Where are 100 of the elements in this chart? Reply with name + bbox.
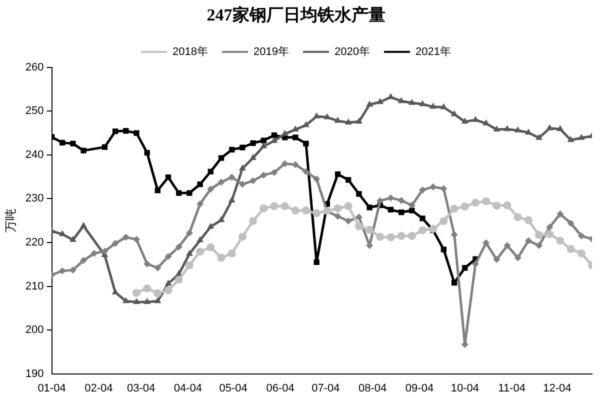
point: [238, 164, 246, 171]
point: [524, 237, 532, 244]
point: [260, 142, 268, 148]
point: [240, 144, 246, 150]
point: [546, 224, 554, 231]
point: [376, 98, 384, 104]
point: [260, 138, 266, 144]
point: [250, 140, 256, 146]
point: [366, 100, 374, 107]
point: [408, 98, 416, 105]
point: [175, 243, 182, 250]
x-tick-label: 03-04: [126, 382, 156, 394]
point: [398, 196, 405, 204]
x-tick-label: 11-04: [498, 382, 526, 394]
point: [80, 148, 86, 154]
point: [324, 113, 331, 120]
point: [281, 130, 288, 136]
point: [408, 232, 416, 240]
point: [546, 230, 554, 238]
point: [164, 252, 172, 260]
point: [228, 196, 236, 202]
point: [388, 206, 394, 212]
point: [207, 186, 214, 193]
point: [112, 128, 118, 134]
point: [303, 140, 309, 146]
point: [133, 236, 140, 243]
point: [430, 183, 437, 190]
point: [270, 136, 278, 143]
point: [238, 232, 246, 241]
point: [344, 218, 352, 225]
point: [535, 231, 544, 240]
point: [218, 178, 225, 186]
point: [408, 202, 416, 209]
point: [334, 204, 342, 212]
point: [524, 216, 532, 224]
point: [186, 229, 193, 236]
point: [174, 276, 183, 284]
point: [313, 176, 320, 183]
point: [460, 202, 469, 211]
point: [556, 236, 564, 245]
point: [249, 217, 258, 226]
point: [440, 217, 448, 226]
point: [420, 216, 426, 222]
point: [430, 102, 437, 109]
point: [270, 202, 278, 210]
point: [418, 226, 427, 234]
point: [69, 266, 76, 274]
point: [577, 249, 586, 258]
point: [536, 242, 543, 250]
point: [186, 190, 192, 196]
point: [206, 243, 215, 252]
point: [419, 100, 426, 106]
point: [556, 210, 564, 218]
point: [313, 112, 320, 118]
point: [344, 118, 352, 125]
legend-label: 2020年: [334, 46, 370, 58]
point: [472, 260, 479, 268]
point: [134, 130, 140, 136]
point: [69, 236, 76, 242]
point: [355, 214, 362, 221]
point: [280, 202, 289, 210]
point: [154, 289, 162, 298]
point: [451, 280, 458, 286]
point: [566, 245, 575, 254]
point: [461, 118, 468, 124]
point: [398, 209, 404, 216]
point: [185, 261, 194, 270]
point: [376, 232, 384, 241]
y-tick-label: 190: [25, 368, 44, 380]
point: [482, 197, 490, 206]
point: [196, 200, 204, 208]
point: [228, 174, 236, 181]
point: [514, 126, 522, 132]
point: [90, 250, 98, 257]
point: [196, 248, 204, 256]
point: [197, 181, 203, 188]
point: [504, 125, 511, 132]
x-tick-label: 05-04: [219, 382, 248, 394]
point: [165, 174, 172, 180]
y-tick-label: 260: [25, 61, 44, 74]
x-tick-label: 12-04: [543, 382, 572, 394]
x-tick-label: 07-04: [312, 382, 340, 394]
y-tick-label: 250: [25, 105, 44, 118]
point: [567, 136, 574, 142]
point: [312, 209, 321, 218]
point: [429, 224, 438, 233]
point: [217, 254, 226, 262]
chart-title: 247家钢厂日均铁水产量: [206, 6, 386, 25]
point: [514, 254, 522, 262]
point: [493, 256, 500, 264]
point: [122, 297, 130, 304]
point: [250, 154, 256, 160]
point: [440, 185, 448, 192]
point: [292, 134, 298, 140]
y-tick-label: 210: [25, 280, 44, 292]
point: [346, 177, 352, 183]
point: [228, 249, 236, 258]
point: [354, 222, 363, 230]
point: [440, 246, 447, 252]
point: [58, 267, 66, 274]
